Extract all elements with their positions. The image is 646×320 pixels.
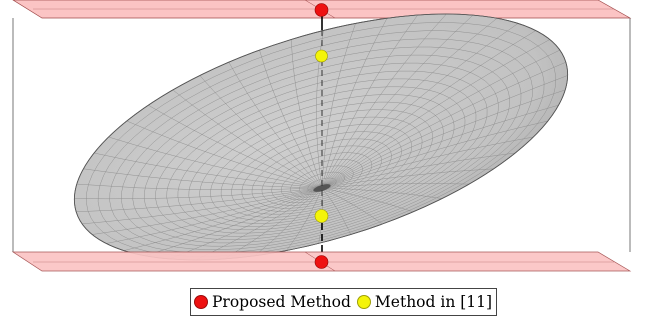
mesh-meridian [321, 120, 548, 189]
mesh-ring [241, 131, 402, 212]
mesh-meridian [321, 187, 414, 213]
mesh-pole [313, 184, 331, 192]
ellipsoid-surface [73, 13, 569, 261]
legend-entry-proposed-method: Proposed Method [194, 293, 351, 311]
mesh-meridian [321, 104, 559, 189]
method-11-marker-top [315, 49, 328, 63]
red-dot-icon [194, 295, 208, 309]
mesh-meridian [321, 61, 566, 189]
yellow-dot-icon [356, 295, 371, 309]
method-11-marker-bottom [314, 209, 329, 223]
mesh-meridian [290, 39, 323, 189]
mesh-ring [132, 54, 510, 244]
mesh-meridian [76, 187, 323, 213]
mesh-meridian [321, 183, 470, 189]
mesh-ring [121, 46, 522, 247]
mesh-meridian [321, 30, 536, 189]
mesh-meridian [321, 49, 560, 189]
mesh-meridian [321, 187, 383, 225]
mesh-meridian [254, 187, 323, 256]
mesh-ring [86, 22, 557, 257]
markers [314, 3, 329, 269]
mesh-meridian [228, 62, 323, 189]
mesh-ring [261, 145, 382, 206]
mesh-meridian [148, 105, 323, 189]
mesh-ring [188, 94, 455, 227]
mesh-meridian [321, 23, 519, 189]
mesh-ring [166, 78, 477, 234]
mesh-meridian [168, 187, 323, 260]
mesh-meridian [172, 89, 323, 189]
mesh-ring [143, 62, 499, 240]
mesh-meridian [126, 120, 323, 189]
mesh-meridian [321, 23, 356, 189]
mesh-meridian [83, 168, 323, 189]
mesh-meridian [92, 187, 323, 235]
legend-label-proposed-method: Proposed Method [212, 293, 351, 311]
mesh-meridian [286, 187, 323, 251]
mesh-meridian [74, 187, 323, 200]
mesh-meridian [321, 168, 494, 189]
mesh-ring [109, 38, 533, 250]
mesh-ring [271, 152, 373, 203]
mesh-ring [210, 109, 433, 221]
mesh-meridian [259, 50, 323, 189]
mesh-meridian [321, 187, 443, 199]
mesh-ring [155, 70, 488, 237]
mesh-meridian [321, 14, 418, 189]
mesh-meridian [321, 152, 516, 189]
mesh-meridian [321, 14, 474, 189]
mesh-meridian [321, 13, 447, 189]
proposed-method-marker-bottom [314, 255, 329, 269]
mesh-meridian [76, 183, 323, 191]
proposed-method-marker-top [314, 3, 329, 17]
mesh-meridian [144, 187, 323, 257]
mesh-meridian [321, 89, 566, 189]
mesh-ring [97, 30, 545, 254]
mesh-meridian [316, 30, 324, 189]
bounding-box [12, 18, 631, 252]
mesh-ring [251, 138, 392, 209]
mesh-meridian [321, 187, 352, 235]
legend-entry-method-11: Method in [11] [356, 293, 493, 311]
mesh-ring [199, 101, 444, 224]
mesh-meridian [94, 152, 323, 189]
mesh-ring [220, 116, 423, 218]
mesh-meridian [123, 187, 323, 251]
mesh-meridian [106, 187, 323, 244]
mesh-meridian [321, 75, 568, 189]
mesh-ring [177, 86, 466, 231]
legend-label-method-11: Method in [11] [374, 293, 493, 311]
mesh-meridian [82, 187, 323, 225]
mesh-meridian [199, 75, 323, 189]
mesh-meridian [321, 18, 498, 189]
mesh-meridian [321, 18, 388, 189]
mesh-meridian [108, 136, 323, 189]
mesh-ring [231, 124, 412, 215]
mesh-meridian [321, 136, 534, 189]
mesh-meridian [321, 39, 550, 189]
legend: Proposed Method Method in [11] [190, 288, 498, 316]
